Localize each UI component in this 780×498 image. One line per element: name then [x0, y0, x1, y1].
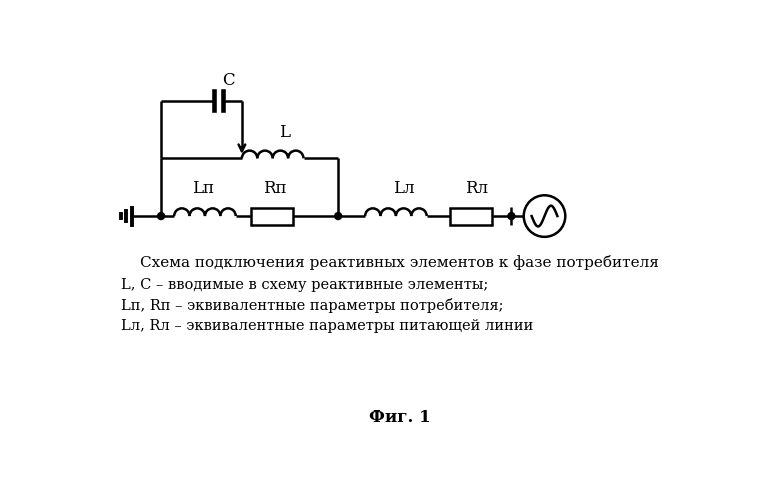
Circle shape — [508, 213, 515, 220]
Circle shape — [335, 213, 342, 220]
Text: C: C — [222, 72, 235, 89]
Text: Lл: Lл — [393, 180, 414, 197]
Text: Rл: Rл — [465, 180, 488, 197]
Text: L, C – вводимые в схему реактивные элементы;: L, C – вводимые в схему реактивные элеме… — [121, 278, 488, 292]
Circle shape — [158, 213, 165, 220]
Text: Lп, Rп – эквивалентные параметры потребителя;: Lп, Rп – эквивалентные параметры потреби… — [121, 298, 504, 313]
Text: Схема подключения реактивных элементов к фазе потребителя: Схема подключения реактивных элементов к… — [140, 254, 659, 269]
Text: Rп: Rп — [263, 180, 287, 197]
Bar — [450, 208, 492, 225]
Text: Фиг. 1: Фиг. 1 — [369, 409, 431, 426]
Text: Lл, Rл – эквивалентные параметры питающей линии: Lл, Rл – эквивалентные параметры питающе… — [121, 319, 534, 333]
Text: Lп: Lп — [193, 180, 214, 197]
Bar — [251, 208, 293, 225]
Text: L: L — [278, 124, 289, 141]
